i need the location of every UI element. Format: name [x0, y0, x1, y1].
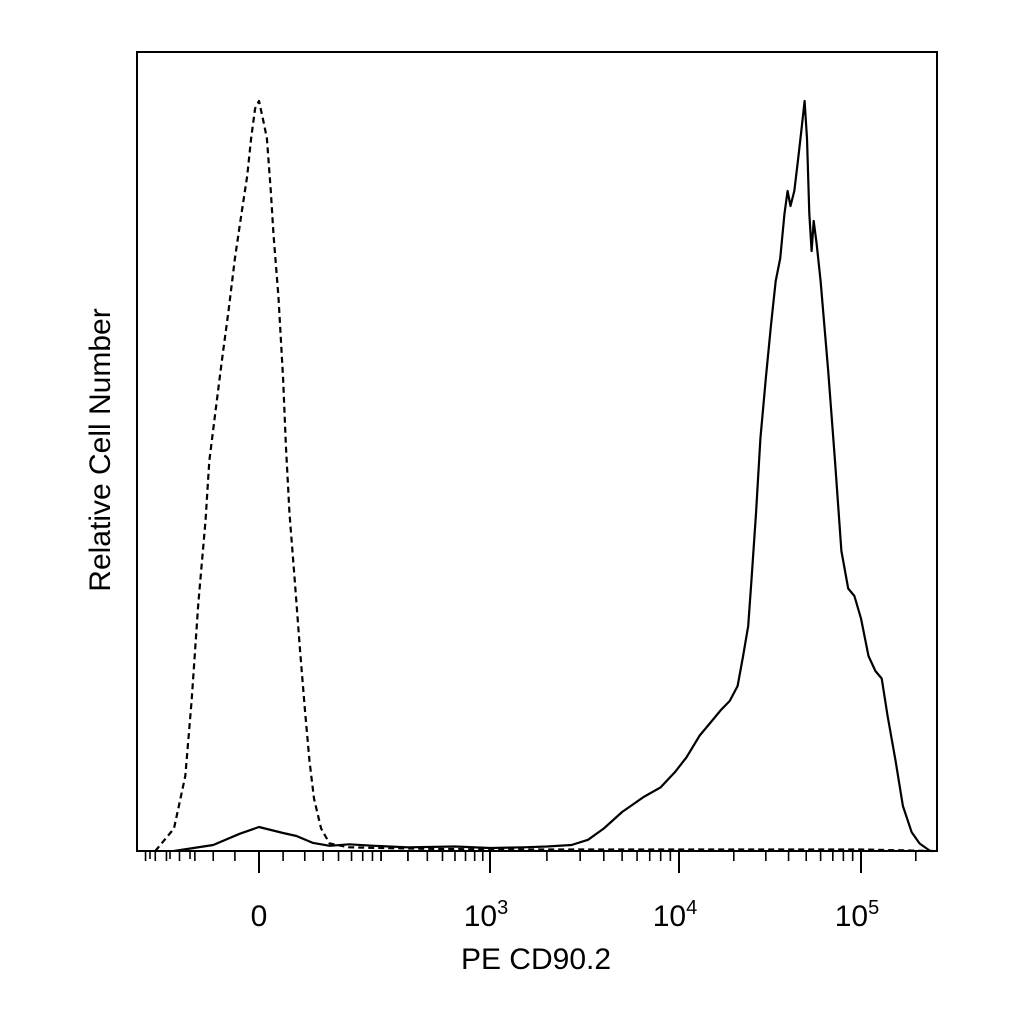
x-tick-exponent: 3: [497, 897, 508, 919]
x-tick-label: 0: [251, 900, 268, 933]
series-solid-histogram: [173, 99, 931, 853]
y-axis-label: Relative Cell Number: [84, 308, 117, 591]
series-dashed-histogram: [154, 99, 934, 853]
x-tick-label: 104: [653, 897, 698, 933]
x-axis-label: PE CD90.2: [461, 943, 611, 976]
x-tick-exponent: 4: [686, 897, 697, 919]
x-tick-exponent: 5: [868, 897, 879, 919]
series-layer: [154, 99, 934, 853]
x-tick-label: 103: [464, 897, 509, 933]
x-tick-labels: 0 103 104 105: [251, 897, 880, 933]
minor-ticks: [144, 851, 917, 861]
x-tick-label: 105: [835, 897, 880, 933]
major-ticks: [258, 851, 862, 873]
plot-frame: [136, 51, 938, 852]
